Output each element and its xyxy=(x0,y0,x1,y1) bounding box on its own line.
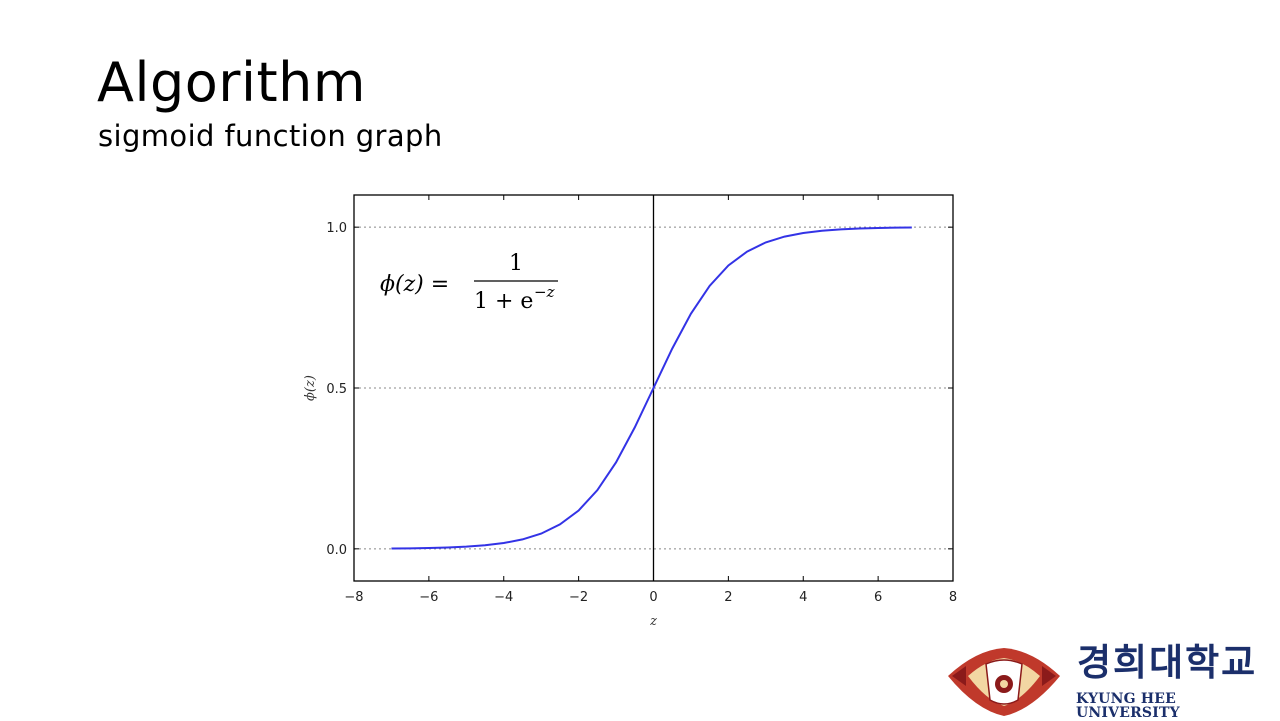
y-ticks: 0.0 0.5 1.0 xyxy=(326,221,953,558)
x-tick-label-3: −2 xyxy=(569,590,588,605)
x-tick-label-4: 0 xyxy=(649,590,657,605)
x-tick-label-2: −4 xyxy=(494,590,513,605)
formula-denominator: 1 + e xyxy=(474,289,533,314)
x-axis-label: z xyxy=(649,614,657,629)
x-tick-label-6: 4 xyxy=(799,590,807,605)
x-tick-label-1: −6 xyxy=(419,590,438,605)
x-tick-label-5: 2 xyxy=(724,590,732,605)
x-tick-label-7: 6 xyxy=(874,590,882,605)
sigmoid-formula: ϕ(z) = 1 1 + e −z xyxy=(380,251,558,314)
x-ticks: −8 −6 −4 −2 0 2 4 6 8 xyxy=(344,195,957,605)
formula-numerator: 1 xyxy=(509,251,523,276)
sigmoid-curve xyxy=(391,226,912,550)
university-logo xyxy=(948,648,1060,716)
y-tick-label-0: 0.0 xyxy=(326,543,347,558)
y-tick-label-2: 1.0 xyxy=(326,221,347,236)
logo-korean-name: 경희대학교 xyxy=(1077,641,1258,684)
logo-english-name: KYUNG HEE UNIVERSITY xyxy=(1076,691,1180,721)
formula-exponent: −z xyxy=(534,283,555,301)
slide-subtitle: sigmoid function graph xyxy=(98,119,443,153)
sigmoid-chart: −8 −6 −4 −2 0 2 4 6 8 0.0 0.5 1.0 z ϕ(z) ϕ(z) = 1 … xyxy=(303,194,957,629)
y-axis-label: ϕ(z) xyxy=(303,375,318,401)
y-tick-label-1: 0.5 xyxy=(326,382,347,397)
emblem-icon xyxy=(948,648,1060,716)
slide-title: Algorithm xyxy=(97,51,366,114)
x-tick-label-8: 8 xyxy=(949,590,957,605)
formula-lhs: ϕ(z) = xyxy=(380,272,449,297)
x-tick-label-0: −8 xyxy=(344,590,363,605)
